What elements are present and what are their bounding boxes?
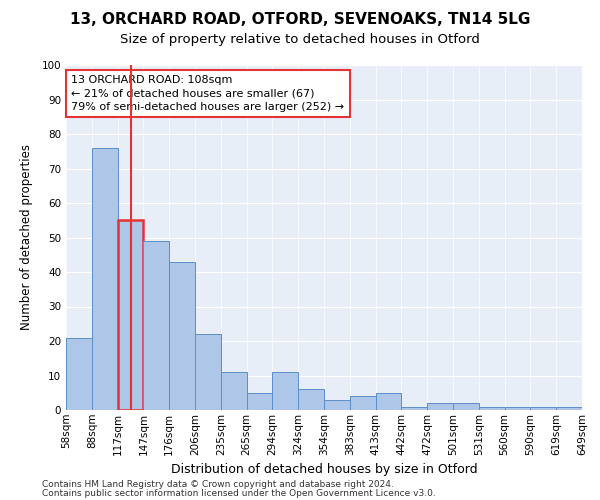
Bar: [479, 406, 505, 410]
Bar: [530, 406, 556, 410]
Bar: [92, 148, 118, 410]
X-axis label: Distribution of detached houses by size in Otford: Distribution of detached houses by size …: [170, 463, 478, 476]
Bar: [556, 406, 582, 410]
Bar: [376, 393, 401, 410]
Y-axis label: Number of detached properties: Number of detached properties: [20, 144, 33, 330]
Bar: [350, 396, 376, 410]
Bar: [505, 406, 530, 410]
Bar: [247, 393, 272, 410]
Bar: [169, 262, 195, 410]
Bar: [221, 372, 247, 410]
Bar: [401, 406, 427, 410]
Bar: [453, 403, 479, 410]
Text: 13, ORCHARD ROAD, OTFORD, SEVENOAKS, TN14 5LG: 13, ORCHARD ROAD, OTFORD, SEVENOAKS, TN1…: [70, 12, 530, 28]
Bar: [427, 403, 453, 410]
Text: 13 ORCHARD ROAD: 108sqm
← 21% of detached houses are smaller (67)
79% of semi-de: 13 ORCHARD ROAD: 108sqm ← 21% of detache…: [71, 76, 344, 112]
Bar: [324, 400, 350, 410]
Bar: [118, 220, 143, 410]
Bar: [66, 338, 92, 410]
Bar: [272, 372, 298, 410]
Bar: [195, 334, 221, 410]
Bar: [143, 241, 169, 410]
Text: Contains HM Land Registry data © Crown copyright and database right 2024.: Contains HM Land Registry data © Crown c…: [42, 480, 394, 489]
Text: Size of property relative to detached houses in Otford: Size of property relative to detached ho…: [120, 32, 480, 46]
Text: Contains public sector information licensed under the Open Government Licence v3: Contains public sector information licen…: [42, 489, 436, 498]
Bar: [298, 390, 324, 410]
